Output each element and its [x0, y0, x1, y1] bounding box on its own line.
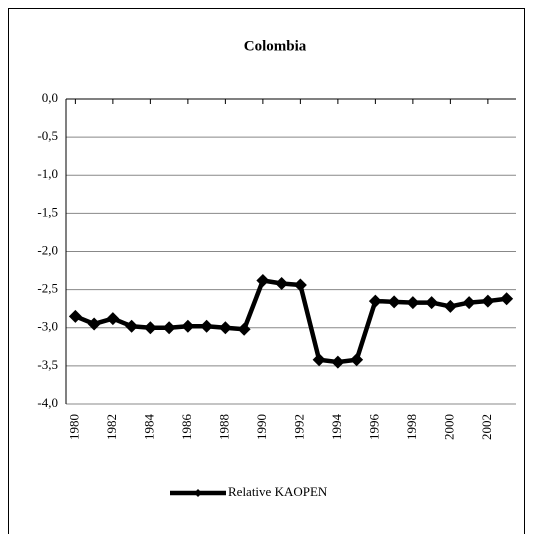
data-point [293, 278, 307, 292]
x-tick-label: 1986 [179, 414, 194, 441]
data-point [237, 322, 251, 336]
data-point [68, 309, 82, 323]
legend-marker [194, 489, 202, 497]
x-tick-label: 1982 [104, 414, 119, 440]
x-tick-label: 1980 [66, 414, 81, 440]
data-point [275, 277, 289, 291]
y-tick-label: -3,5 [37, 357, 58, 372]
data-point [181, 319, 195, 333]
data-point [331, 355, 345, 369]
data-point [481, 294, 495, 308]
y-tick-label: -4,0 [37, 395, 58, 410]
x-tick-label: 1994 [329, 414, 344, 441]
y-tick-label: -1,5 [37, 204, 58, 219]
y-tick-label: -3,0 [37, 319, 58, 334]
y-tick-label: -2,0 [37, 242, 58, 257]
x-tick-label: 1992 [291, 414, 306, 440]
chart-title: Colombia [244, 38, 307, 54]
data-point [406, 296, 420, 310]
data-point [162, 321, 176, 335]
data-point [462, 296, 476, 310]
data-point [387, 295, 401, 309]
x-tick-label: 1996 [366, 414, 381, 441]
data-point [125, 319, 139, 333]
data-point [500, 292, 514, 306]
y-tick-label: 0,0 [42, 90, 58, 105]
y-tick-label: -2,5 [37, 281, 58, 296]
series-line [74, 278, 507, 365]
y-tick-label: -1,0 [37, 166, 58, 181]
x-tick-label: 1990 [254, 414, 269, 440]
data-point [106, 312, 120, 326]
x-tick-label: 2002 [479, 414, 494, 440]
chart-frame [8, 8, 525, 539]
data-point [143, 321, 157, 335]
x-tick-label: 1988 [216, 414, 231, 440]
data-point [368, 294, 382, 308]
legend-label: Relative KAOPEN [228, 484, 328, 499]
data-point [218, 321, 232, 335]
x-tick-label: 2000 [441, 414, 456, 440]
data-point [87, 317, 101, 331]
y-tick-label: -0,5 [37, 128, 58, 143]
data-point [256, 273, 270, 287]
x-tick-label: 1984 [141, 414, 156, 441]
data-point [350, 353, 364, 367]
x-tick-label: 1998 [404, 414, 419, 440]
data-point [443, 299, 457, 313]
data-point [200, 319, 214, 333]
data-point [425, 296, 439, 310]
data-point [312, 353, 326, 367]
